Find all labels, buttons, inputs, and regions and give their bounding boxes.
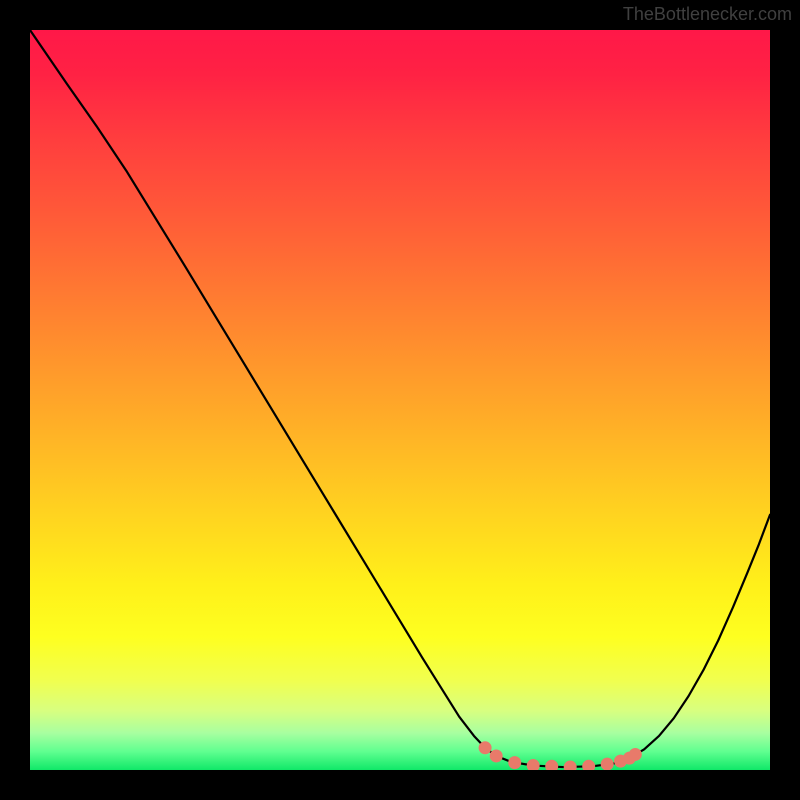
watermark-text: TheBottlenecker.com [623, 4, 792, 25]
plot-area [30, 30, 770, 770]
curve-marker [582, 760, 595, 770]
curve-marker [490, 749, 503, 762]
curve-marker [479, 741, 492, 754]
curve-marker [564, 761, 577, 770]
curve-layer [30, 30, 770, 770]
curve-marker [545, 760, 558, 770]
curve-marker [601, 758, 614, 770]
curve-marker [629, 748, 642, 761]
curve-marker [508, 756, 521, 769]
curve-marker [527, 759, 540, 770]
curve-markers [479, 741, 642, 770]
bottleneck-curve [30, 30, 770, 767]
